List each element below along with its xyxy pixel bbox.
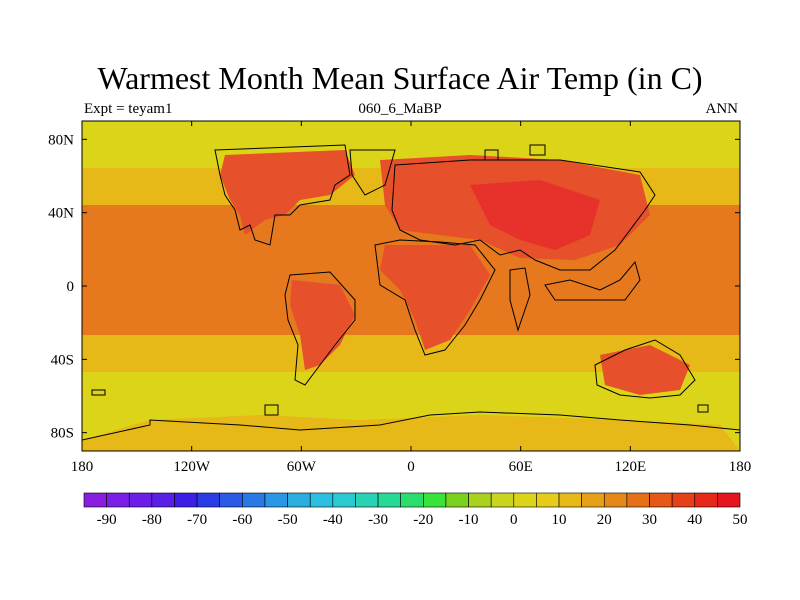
- colorbar-label: -40: [323, 512, 343, 528]
- colorbar-swatch: [649, 492, 673, 508]
- colorbar-swatch: [332, 492, 356, 508]
- colorbar-label: -20: [413, 512, 433, 528]
- colorbar-label: 30: [642, 512, 657, 528]
- north-america-warm: [220, 150, 355, 235]
- colorbar-swatch: [581, 492, 605, 508]
- y-tick-label: 40S: [51, 352, 74, 368]
- coastline-islands: [91, 144, 709, 416]
- coastline-north-america: [214, 144, 351, 246]
- antarctic-warm: [82, 415, 740, 451]
- colorbar-swatch: [174, 492, 198, 508]
- colorbar-label: -80: [142, 512, 162, 528]
- coastline-australia: [594, 339, 696, 399]
- coastline-se-asia: [544, 260, 641, 301]
- colorbar-swatch: [287, 492, 311, 508]
- colorbar-swatch: [219, 492, 243, 508]
- experiment-label: Expt = teyam1: [84, 101, 173, 117]
- colorbar-swatch: [423, 492, 447, 508]
- colorbar-swatch: [558, 492, 582, 508]
- colorbar-swatch: [513, 492, 537, 508]
- colorbar-swatch: [151, 492, 175, 508]
- colorbar-swatch: [106, 492, 130, 508]
- colorbar-swatch: [128, 492, 153, 508]
- australia-warm: [600, 345, 690, 395]
- colorbar-swatch: [717, 492, 741, 508]
- x-tick-label: 60W: [287, 459, 317, 475]
- coastline-eurasia: [391, 159, 656, 271]
- colorbar-label: 10: [552, 512, 567, 528]
- colorbar-label: 40: [687, 512, 702, 528]
- x-tick-label: 120W: [173, 459, 211, 475]
- colorbar-swatch: [309, 492, 334, 508]
- colorbar-swatch: [626, 492, 650, 508]
- x-tick-label: 0: [407, 459, 415, 475]
- colorbar-swatch: [468, 492, 492, 508]
- colorbar-label: 50: [733, 512, 748, 528]
- africa-warm: [380, 245, 490, 350]
- coastline-antarctica: [82, 411, 740, 441]
- colorbar-swatch: [536, 492, 560, 508]
- coastline-south-america: [284, 271, 356, 386]
- y-axis-ticks: 80N 40N 0 40S 80S: [48, 132, 740, 442]
- colorbar-swatch: [242, 492, 266, 508]
- colorbar-swatch: [377, 492, 401, 508]
- colorbar-swatch: [694, 492, 718, 508]
- colorbar-swatch: [196, 492, 221, 508]
- colorbar-labels: -90 -80 -70 -60 -50 -40 -30 -20 -10 0 10 20 30 40 50: [97, 512, 748, 528]
- x-tick-label: 120E: [614, 459, 646, 475]
- y-tick-label: 40N: [48, 206, 74, 222]
- period-label: 060_6_MaBP: [358, 101, 442, 117]
- colorbar-label: 20: [597, 512, 612, 528]
- y-tick-label: 80S: [51, 426, 74, 442]
- y-tick-label: 80N: [48, 132, 74, 148]
- map-title: Warmest Month Mean Surface Air Temp (in …: [97, 60, 703, 96]
- x-tick-label: 60E: [509, 459, 533, 475]
- coastline-africa: [374, 239, 496, 356]
- x-axis-ticks: 180 120W 60W 0 60E 120E 180: [71, 121, 752, 475]
- colorbar: [83, 492, 741, 508]
- coastlines: [82, 144, 740, 441]
- colorbar-label: -70: [187, 512, 207, 528]
- colorbar-swatch: [445, 492, 469, 508]
- colorbar-swatch: [400, 492, 424, 508]
- colorbar-swatch: [264, 492, 288, 508]
- x-tick-label: 180: [729, 459, 752, 475]
- colorbar-swatch: [603, 492, 628, 508]
- colorbar-swatch: [355, 492, 379, 508]
- season-label: ANN: [705, 101, 739, 117]
- coastline-india: [509, 267, 531, 332]
- eurasia-hot: [470, 180, 600, 250]
- south-america-warm: [290, 280, 355, 370]
- coastline-greenland: [349, 149, 396, 196]
- colorbar-label: -50: [278, 512, 298, 528]
- colorbar-swatch: [490, 492, 515, 508]
- colorbar-swatch: [83, 492, 107, 508]
- colorbar-label: -90: [97, 512, 117, 528]
- colorbar-label: -30: [368, 512, 388, 528]
- y-tick-label: 0: [67, 279, 75, 295]
- colorbar-label: -10: [459, 512, 479, 528]
- temperature-field: [82, 121, 740, 451]
- colorbar-swatch: [671, 492, 696, 508]
- colorbar-label: 0: [510, 512, 518, 528]
- colorbar-label: -60: [232, 512, 252, 528]
- x-tick-label: 180: [71, 459, 94, 475]
